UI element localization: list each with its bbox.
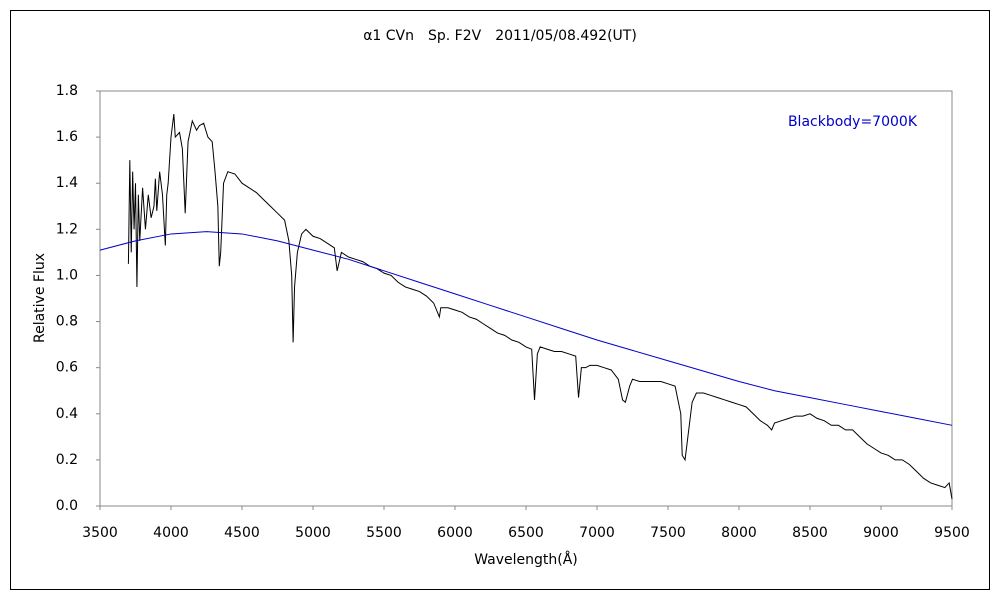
x-tick-label: 5000 — [295, 525, 331, 541]
y-tick-label: 1.6 — [56, 129, 78, 145]
x-axis-label: Wavelength(Å) — [474, 551, 578, 568]
x-tick-label: 9500 — [934, 525, 970, 541]
series-line — [99, 231, 953, 426]
y-axis-label: Relative Flux — [32, 253, 48, 343]
legend-label: Blackbody=7000K — [788, 114, 918, 130]
x-tick-label: 7500 — [650, 525, 686, 541]
x-tick-label: 7000 — [579, 525, 615, 541]
y-tick-label: 0.4 — [56, 406, 78, 422]
y-tick-label: 0.2 — [56, 452, 78, 468]
x-tick-label: 6000 — [437, 525, 473, 541]
y-tick-label: 1.2 — [56, 221, 78, 237]
chart-border — [10, 10, 990, 590]
y-tick-label: 0.8 — [56, 314, 78, 330]
y-tick-label: 0.6 — [56, 360, 78, 376]
y-tick-label: 1.8 — [56, 83, 78, 99]
y-tick-label: 1.4 — [56, 175, 78, 191]
y-tick-label: 0.0 — [56, 498, 78, 514]
x-tick-label: 5500 — [366, 525, 402, 541]
x-tick-label: 8500 — [792, 525, 828, 541]
x-tick-label: 9000 — [863, 525, 899, 541]
x-tick-label: 6500 — [508, 525, 544, 541]
y-tick-label: 1.0 — [56, 267, 78, 283]
chart-title: α1 CVn Sp. F2V 2011/05/08.492(UT) — [363, 28, 637, 44]
x-tick-label: 8000 — [721, 525, 757, 541]
series-line — [127, 113, 953, 500]
x-tick-label: 3500 — [82, 525, 118, 541]
x-tick-label: 4000 — [153, 525, 189, 541]
x-tick-label: 4500 — [224, 525, 260, 541]
